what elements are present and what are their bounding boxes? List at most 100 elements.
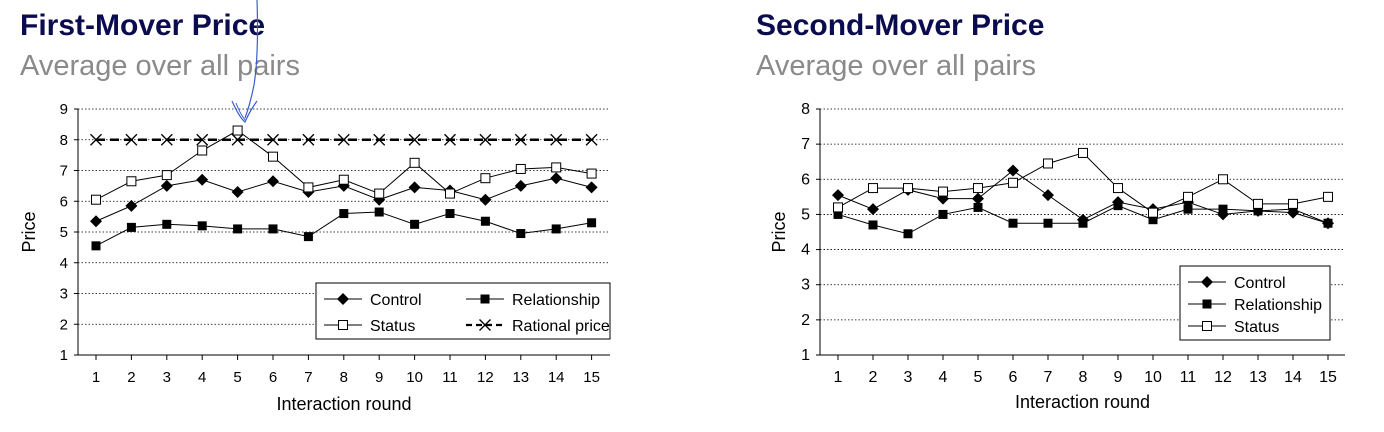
legend-box — [315, 282, 611, 340]
series-control-point — [1042, 189, 1054, 202]
series-rational-price-point — [444, 133, 456, 146]
series-relationship — [833, 201, 1333, 239]
y-tick-label: 2 — [801, 312, 810, 329]
legend-relationship: Relationship — [466, 292, 600, 309]
chart-title: First-Mover Price — [20, 9, 266, 42]
series-relationship-point — [1218, 204, 1228, 214]
series-rational-price-point — [408, 133, 421, 146]
series-relationship-point — [126, 222, 136, 232]
series-status-point — [833, 202, 843, 213]
legend-control-label: Control — [1234, 275, 1286, 292]
legend: Control Relationship Status Rational price — [315, 282, 611, 340]
series-rational-price — [90, 133, 598, 146]
series-relationship-point — [551, 224, 561, 234]
series-relationship-point — [374, 207, 384, 217]
series-control-point — [231, 186, 244, 199]
series-rational-price-point — [550, 133, 563, 146]
series-relationship-point — [268, 224, 278, 234]
series-relationship-point — [197, 221, 207, 231]
series-status — [833, 147, 1333, 218]
series-rational-price-point — [267, 133, 279, 146]
series-relationship-point — [303, 232, 313, 242]
x-tick-label: 5 — [974, 369, 983, 386]
series-lines — [90, 125, 598, 251]
legend-status-marker — [1202, 321, 1212, 331]
series-relationship-point — [410, 219, 420, 229]
series-control-point — [972, 192, 984, 205]
x-tick-label: 14 — [1284, 369, 1302, 386]
legend-control-marker — [1201, 276, 1213, 288]
y-tick-label: 1 — [60, 347, 68, 364]
series-status-point — [480, 173, 491, 184]
x-tick-label: 9 — [375, 369, 383, 386]
series-relationship-point — [1253, 206, 1263, 216]
legend-status-label: Status — [1234, 319, 1279, 336]
series-status-point — [973, 183, 983, 194]
x-tick-label: 1 — [92, 369, 100, 386]
series-status-point — [1183, 191, 1193, 202]
series-status-point — [126, 176, 137, 187]
x-tick-label: 2 — [869, 369, 878, 386]
series-relationship-point — [903, 229, 913, 239]
x-tick-label: 10 — [1144, 369, 1162, 386]
y-tick-label: 3 — [60, 286, 68, 303]
series-status-point — [551, 162, 562, 173]
series-relationship-point — [1043, 218, 1053, 228]
series-status-point — [1043, 158, 1053, 169]
series-status-point — [1113, 183, 1123, 194]
series-status-point — [1323, 191, 1333, 202]
series-lines — [832, 147, 1334, 239]
x-axis-label: Interaction round — [1015, 392, 1150, 412]
y-tick-label: 5 — [60, 224, 68, 241]
series-status-point — [303, 182, 314, 193]
x-tick-label: 10 — [406, 369, 423, 386]
y-tick-label: 3 — [801, 277, 810, 294]
x-tick-label: 15 — [1319, 369, 1337, 386]
y-tick-label: 5 — [801, 206, 810, 223]
series-rational-price-point — [231, 133, 244, 146]
series-rational-price-point — [196, 133, 209, 146]
legend-rational-price-label: Rational price — [512, 318, 610, 335]
y-tick-label: 4 — [801, 242, 810, 259]
series-control-point — [1007, 164, 1019, 177]
x-tick-label: 9 — [1114, 369, 1123, 386]
series-relationship-point — [445, 209, 455, 219]
y-tick-label: 7 — [801, 136, 810, 153]
y-tick-label: 6 — [801, 171, 810, 188]
series-relationship-point — [91, 241, 101, 251]
series-relationship-point — [1323, 218, 1333, 228]
x-tick-label: 7 — [1044, 369, 1053, 386]
series-status-point — [586, 168, 597, 179]
series-status-point — [161, 170, 172, 181]
chart-subtitle: Average over all pairs — [756, 50, 1036, 82]
series-status-point — [91, 194, 101, 205]
legend-status: Status — [324, 318, 415, 335]
series-rational-price-point — [337, 133, 350, 146]
series-control-point — [514, 179, 527, 192]
x-tick-label: 6 — [1009, 369, 1018, 386]
legend-status: Status — [1188, 319, 1279, 336]
x-tick-label: 14 — [548, 369, 565, 386]
x-tick-label: 3 — [904, 369, 913, 386]
series-relationship-point — [516, 229, 526, 239]
x-tick-label: 8 — [340, 369, 348, 386]
legend: Control Relationship Status — [1179, 265, 1331, 341]
series-control-point — [585, 181, 598, 194]
series-status-point — [938, 186, 948, 197]
x-tick-label: 6 — [269, 369, 277, 386]
legend-rational-price-marker — [479, 319, 491, 331]
series-rational-price-point — [125, 133, 138, 146]
chart-title: Second-Mover Price — [756, 9, 1045, 42]
series-status-point — [1253, 198, 1263, 209]
x-tick-label: 3 — [163, 369, 171, 386]
x-tick-label: 7 — [304, 369, 312, 386]
series-control-point — [550, 172, 563, 185]
series-rational-price-point — [160, 133, 173, 146]
series-status-point — [1148, 207, 1158, 218]
y-tick-label: 6 — [60, 193, 68, 210]
series-status-point — [232, 125, 243, 136]
series-relationship-point — [868, 220, 878, 230]
